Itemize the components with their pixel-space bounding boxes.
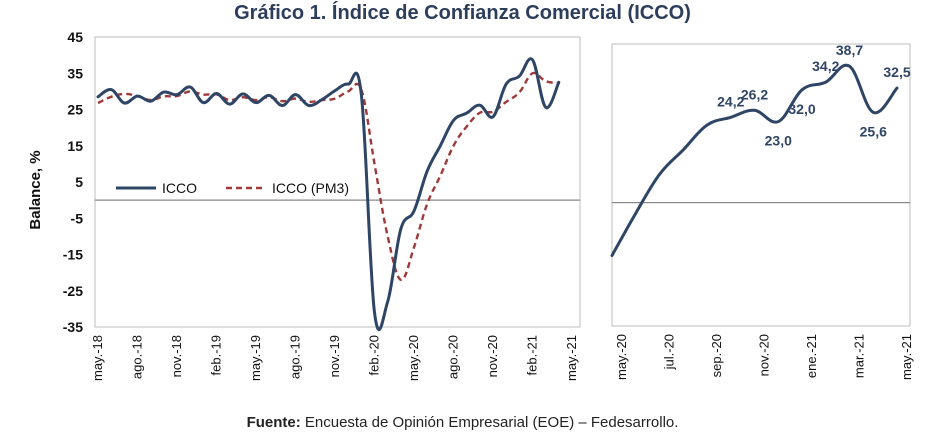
data-label: 34,2 bbox=[812, 58, 839, 74]
y-tick-label: -15 bbox=[63, 247, 83, 263]
x-tick-label: may.-21 bbox=[899, 334, 914, 380]
x-tick-label: may.-19 bbox=[248, 335, 263, 381]
series-line-icco bbox=[96, 57, 561, 331]
y-tick-label: -25 bbox=[63, 283, 83, 299]
source-label: Fuente: bbox=[246, 414, 301, 431]
plot-frame bbox=[611, 43, 911, 327]
legend-label: ICCO (PM3) bbox=[272, 180, 349, 196]
x-tick-label: ago.-20 bbox=[446, 335, 461, 379]
x-tick-label: ago.-18 bbox=[130, 335, 145, 379]
y-tick-label: -35 bbox=[63, 319, 83, 335]
chart-title: Gráfico 1. Índice de Confianza Comercial… bbox=[234, 2, 691, 24]
x-tick-label: nov.-19 bbox=[327, 335, 342, 377]
x-tick-label: mar.-21 bbox=[852, 334, 867, 378]
x-tick-label: nov.-18 bbox=[169, 335, 184, 377]
x-tick-label: ene.-21 bbox=[804, 334, 819, 378]
y-tick-label: -5 bbox=[71, 210, 84, 226]
legend-label: ICCO bbox=[162, 180, 197, 196]
data-label: 32,5 bbox=[883, 64, 910, 80]
x-tick-label: feb.-19 bbox=[209, 335, 224, 375]
data-label: 32,0 bbox=[788, 101, 815, 117]
y-tick-label: 35 bbox=[67, 65, 83, 81]
x-tick-label: ago.-19 bbox=[288, 335, 303, 379]
data-label: 24,2 bbox=[717, 93, 744, 109]
series-line-icco-pm3 bbox=[97, 71, 559, 282]
data-label: 23,0 bbox=[765, 133, 792, 149]
x-tick-label: feb.-20 bbox=[367, 335, 382, 375]
plot-frame bbox=[94, 36, 581, 328]
data-label: 26,2 bbox=[741, 86, 768, 102]
y-axis-label: Balance, % bbox=[27, 150, 44, 229]
data-label: 25,6 bbox=[860, 123, 887, 139]
x-tick-label: may.-18 bbox=[90, 335, 105, 381]
source-note: Fuente: Encuesta de Opinión Empresarial … bbox=[0, 414, 925, 431]
y-tick-label: 45 bbox=[67, 29, 83, 45]
series-line-icco bbox=[610, 63, 899, 257]
x-tick-label: may.-20 bbox=[614, 334, 629, 380]
x-tick-label: feb.-21 bbox=[525, 335, 540, 375]
right-panel: may.-20 jul.-20 sep.-20 nov.-20 ene.-21 mar.-… bbox=[610, 42, 914, 380]
x-tick-label: nov.-20 bbox=[485, 335, 500, 377]
legend: ICCO ICCO (PM3) bbox=[116, 180, 349, 196]
y-tick-label: 15 bbox=[67, 138, 83, 154]
x-tick-label: nov.-20 bbox=[757, 334, 772, 376]
source-text: Encuesta de Opinión Empresarial (EOE) – … bbox=[300, 414, 679, 431]
x-tick-label: may.-20 bbox=[406, 335, 421, 381]
y-tick-label: 5 bbox=[75, 174, 83, 190]
x-tick-label: sep.-20 bbox=[709, 334, 724, 377]
y-tick-label: 25 bbox=[67, 102, 83, 118]
left-panel: 45 35 25 15 5 -5 -15 -25 -35 may.-18 ago.-18 nov.-1… bbox=[63, 29, 581, 381]
data-label: 38,7 bbox=[836, 42, 863, 58]
x-tick-label: jul.-20 bbox=[662, 334, 677, 370]
x-tick-label: may.-21 bbox=[564, 335, 579, 381]
